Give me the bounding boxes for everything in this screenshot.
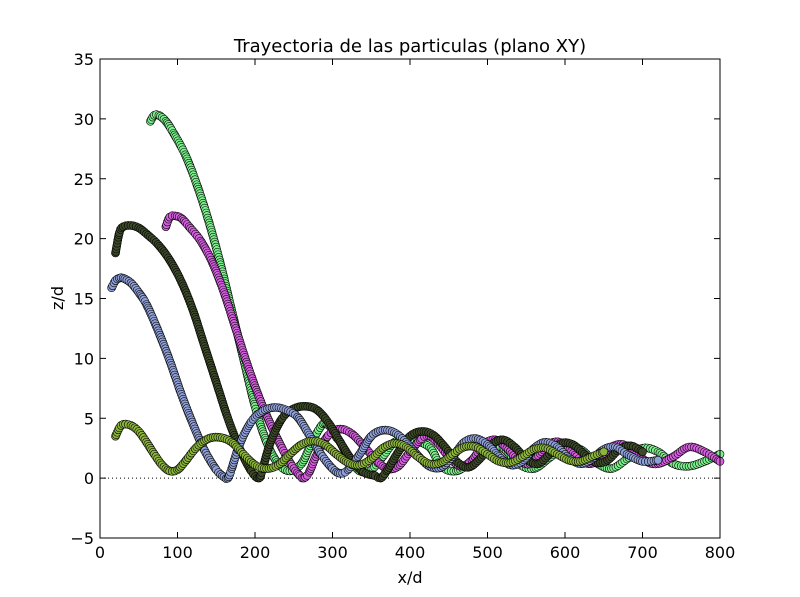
data-point [638, 447, 647, 457]
x-tick-label: 400 [395, 543, 426, 562]
chart-title: Trayectoria de las particulas (plano XY) [233, 36, 586, 57]
y-tick-label: 10 [74, 349, 94, 368]
y-tick-label: 35 [74, 50, 94, 69]
x-tick-label: 800 [705, 543, 736, 562]
x-tick-label: 700 [627, 543, 658, 562]
x-axis-label: x/d [397, 568, 422, 587]
data-point [653, 455, 663, 465]
y-tick-label: 20 [74, 230, 94, 249]
x-tick-label: 300 [317, 543, 348, 562]
y-tick-label: −5 [70, 529, 94, 548]
y-tick-label: 15 [74, 290, 94, 309]
y-tick-label: 25 [74, 170, 94, 189]
x-tick-label: 600 [550, 543, 581, 562]
x-tick-label: 100 [162, 543, 193, 562]
x-tick-label: 200 [240, 543, 271, 562]
x-tick-label: 500 [472, 543, 503, 562]
y-tick-label: 5 [84, 409, 94, 428]
y-tick-label: 30 [74, 110, 94, 129]
data-point [599, 447, 609, 457]
series-4 [111, 419, 609, 476]
x-tick-label: 0 [95, 543, 105, 562]
y-tick-label: 0 [84, 469, 94, 488]
plot-layer [100, 110, 725, 483]
y-axis-label: z/d [48, 286, 67, 310]
tick-layer: 0 100 200 300 400 500 600 700 800−50510152025303… [70, 50, 735, 562]
